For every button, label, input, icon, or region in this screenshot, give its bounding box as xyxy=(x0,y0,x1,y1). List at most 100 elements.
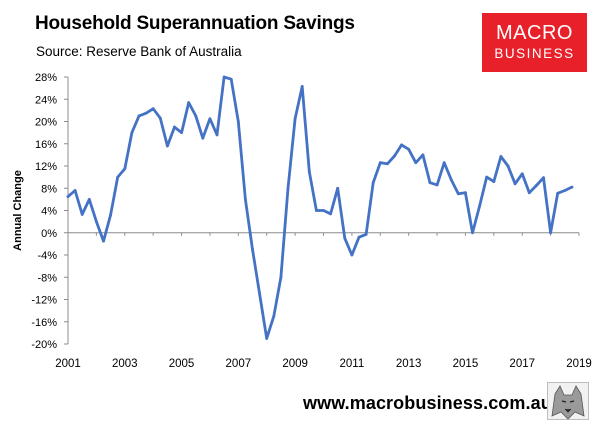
data-point xyxy=(350,253,354,257)
data-point xyxy=(343,236,347,240)
x-tick-label: 2007 xyxy=(226,358,252,370)
data-point xyxy=(478,204,482,208)
data-point xyxy=(428,181,432,185)
y-tick-label: -12% xyxy=(31,295,57,307)
y-tick-label: 20% xyxy=(35,117,57,129)
data-point xyxy=(506,164,510,168)
data-point xyxy=(542,176,545,180)
x-tick-label: 2005 xyxy=(169,358,195,370)
data-point xyxy=(116,175,120,179)
data-point xyxy=(435,183,439,187)
x-tick-label: 2017 xyxy=(509,358,535,370)
data-point xyxy=(378,161,382,165)
data-point xyxy=(236,120,240,123)
data-point xyxy=(130,131,134,135)
wolf-mascot-icon xyxy=(547,382,589,420)
data-point xyxy=(73,189,77,192)
data-point xyxy=(300,85,304,88)
data-point xyxy=(329,212,332,216)
data-point xyxy=(414,161,418,165)
x-tick-label: 2009 xyxy=(282,358,308,370)
data-point xyxy=(385,162,389,166)
x-tick-label: 2013 xyxy=(396,358,422,370)
data-point xyxy=(265,337,269,340)
data-point xyxy=(520,172,524,176)
data-point xyxy=(158,116,162,120)
x-tick-label: 2001 xyxy=(55,358,81,370)
data-point xyxy=(94,220,98,224)
data-point xyxy=(471,231,474,235)
data-point xyxy=(464,191,467,195)
x-tick-label: 2011 xyxy=(340,358,365,370)
data-point xyxy=(421,153,425,157)
data-point xyxy=(229,77,233,81)
data-point xyxy=(109,213,112,217)
data-point xyxy=(527,191,531,195)
y-tick-label: 0% xyxy=(41,228,57,240)
data-point xyxy=(102,239,105,243)
data-point xyxy=(272,314,276,318)
y-axis-title: Annual Change xyxy=(12,170,24,251)
y-tick-label: 4% xyxy=(41,206,57,218)
x-tick-label: 2019 xyxy=(566,358,592,370)
data-point xyxy=(513,182,517,186)
data-point xyxy=(180,131,183,135)
data-point xyxy=(364,233,368,236)
y-tick-label: -16% xyxy=(31,317,57,329)
data-point xyxy=(123,167,127,171)
x-tick-label: 2015 xyxy=(453,358,479,370)
data-point xyxy=(400,143,403,147)
y-tick-label: 16% xyxy=(35,139,57,151)
data-point xyxy=(251,248,254,251)
data-point xyxy=(407,147,411,151)
data-point xyxy=(393,154,396,158)
data-point xyxy=(208,117,212,121)
data-point xyxy=(442,161,446,165)
data-point xyxy=(279,275,283,279)
y-tick-label: -4% xyxy=(37,250,57,262)
data-point xyxy=(307,170,311,173)
series-line xyxy=(66,75,574,340)
data-point xyxy=(66,195,70,198)
y-tick-label: -8% xyxy=(37,272,57,284)
data-point xyxy=(535,184,538,187)
logo-line-business: BUSINESS xyxy=(494,46,575,61)
data-point xyxy=(315,209,318,212)
data-point xyxy=(187,101,191,104)
macrobusiness-logo: MACRO BUSINESS xyxy=(482,13,587,72)
logo-line-macro: MACRO xyxy=(496,22,573,44)
data-point xyxy=(322,209,325,212)
data-point xyxy=(244,197,247,201)
data-point xyxy=(293,117,297,121)
data-point xyxy=(563,189,567,192)
y-tick-label: -20% xyxy=(31,339,57,351)
data-point xyxy=(286,186,290,190)
data-point xyxy=(80,212,84,216)
chart-title: Household Superannuation Savings xyxy=(35,13,355,34)
data-point xyxy=(222,75,226,79)
data-point xyxy=(215,133,219,137)
data-point xyxy=(137,114,141,118)
chart-source: Source: Reserve Bank of Australia xyxy=(36,44,242,59)
data-point xyxy=(499,155,503,158)
data-point xyxy=(357,235,361,239)
data-point xyxy=(371,181,375,185)
data-point xyxy=(449,178,453,182)
data-point xyxy=(165,144,169,148)
y-tick-label: 8% xyxy=(41,183,57,195)
data-point xyxy=(87,197,91,201)
data-point xyxy=(151,107,155,111)
data-point xyxy=(194,114,198,118)
data-point xyxy=(556,191,560,195)
chart-series xyxy=(66,75,574,340)
website-url: www.macrobusiness.com.au xyxy=(303,393,552,413)
data-point xyxy=(485,175,489,179)
data-point xyxy=(144,111,148,115)
data-point xyxy=(201,136,205,140)
chart-axes: 28% 24% 20% 16% 12% 8% 4% 0% -4% -8% -12% -16% -20% 2… xyxy=(12,72,592,370)
y-tick-label: 12% xyxy=(35,161,57,173)
data-point xyxy=(492,180,496,183)
x-tick-label: 2003 xyxy=(112,358,138,370)
y-tick-label: 24% xyxy=(35,94,57,106)
